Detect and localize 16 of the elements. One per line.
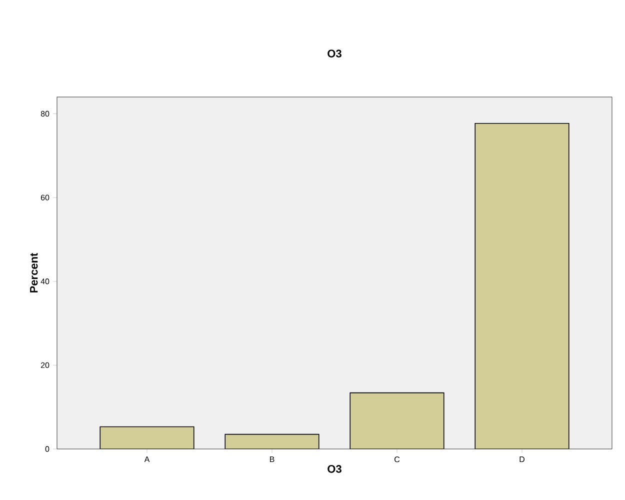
y-tick-label: 20: [40, 362, 50, 368]
y-tick-label: 80: [40, 110, 50, 117]
y-tick-label: 60: [40, 194, 50, 200]
chart-title: O3: [328, 50, 342, 58]
bar: [100, 426, 194, 449]
x-tick-label: C: [394, 456, 400, 462]
bar: [350, 392, 444, 449]
bar: [474, 123, 570, 449]
x-tick-label: A: [144, 456, 150, 462]
x-tick-label: D: [520, 456, 525, 462]
x-tick-label: B: [270, 456, 274, 462]
y-tick-label: 0: [45, 446, 50, 452]
x-axis-title: O3: [328, 465, 342, 473]
bar: [224, 434, 320, 449]
y-axis-title: Percent: [30, 252, 38, 292]
y-tick-label: 40: [40, 278, 50, 284]
